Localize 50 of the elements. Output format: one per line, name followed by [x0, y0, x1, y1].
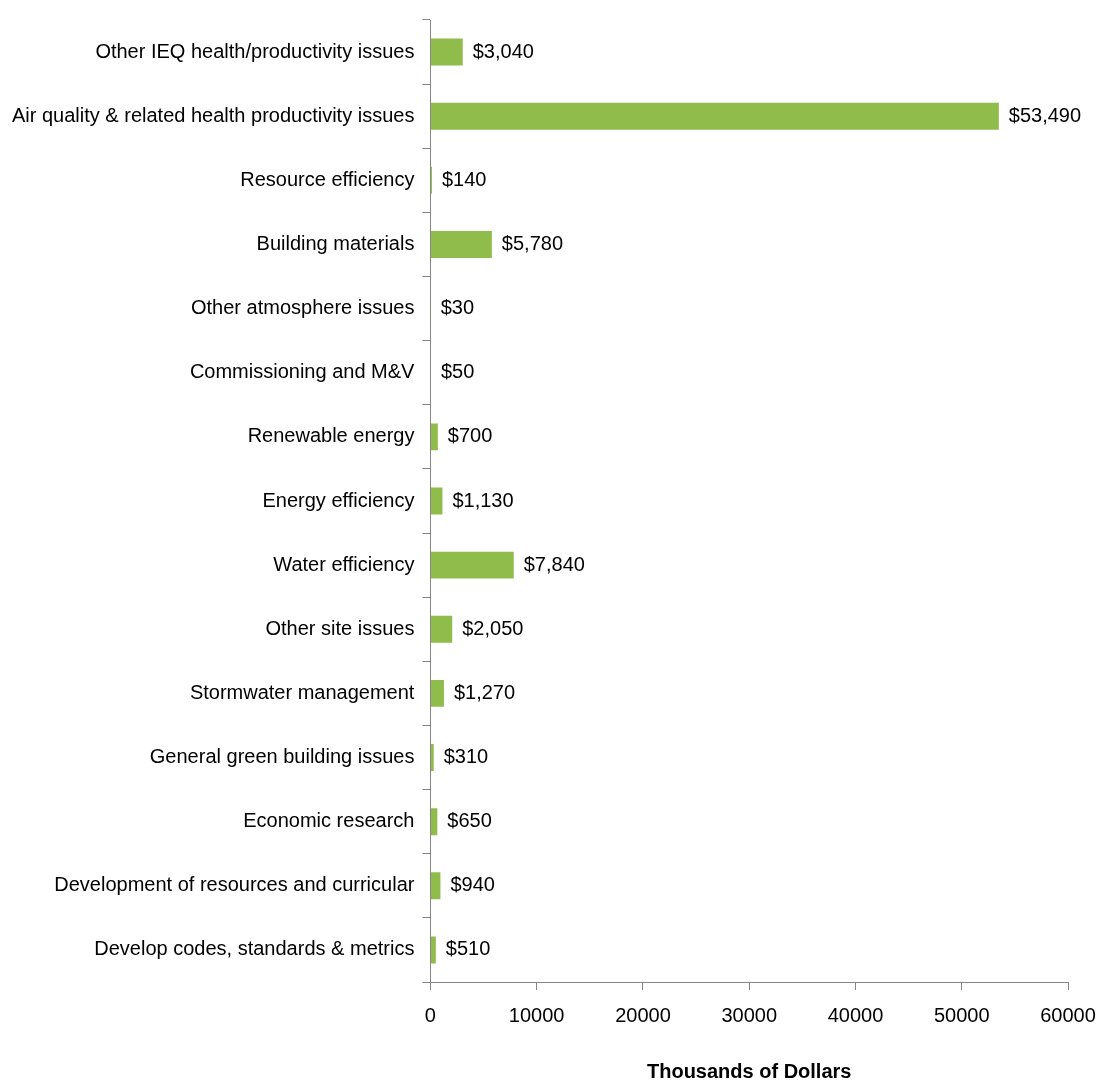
data-label: $7,840	[523, 552, 585, 575]
data-label: $50	[440, 360, 475, 383]
data-label: $650	[447, 809, 492, 832]
data-label: $5,780	[501, 231, 564, 254]
y-tick-label: Other site issues	[265, 616, 415, 639]
data-label: $53,490	[1008, 103, 1082, 126]
data-label: $2,050	[462, 616, 524, 639]
data-label: $3,040	[472, 39, 534, 62]
y-tick-label: Resource efficiency	[240, 167, 415, 190]
y-tick-label: Economic research	[243, 809, 415, 832]
y-tick-label: Develop codes, standards & metrics	[94, 937, 415, 960]
x-tick-label: 20000	[615, 1003, 671, 1026]
bar	[430, 936, 436, 964]
bar	[430, 423, 438, 451]
bar	[430, 808, 438, 836]
x-axis-title: Thousands of Dollars	[646, 1059, 852, 1082]
x-tick-label: 60000	[1040, 1003, 1096, 1026]
y-tick-label: Building materials	[256, 231, 415, 254]
data-label: $1,130	[452, 488, 514, 511]
bar	[430, 102, 999, 130]
data-label: $1,270	[453, 680, 516, 703]
bar	[430, 487, 443, 515]
y-tick-label: Other atmosphere issues	[190, 296, 415, 319]
x-tick-label: 50000	[933, 1003, 990, 1026]
y-tick-label: Air quality & related health productivity issues	[12, 103, 415, 126]
x-tick-label: 30000	[721, 1003, 778, 1026]
y-tick-label: Other IEQ health/productivity issues	[95, 39, 415, 62]
bar	[430, 744, 434, 771]
data-label: $510	[445, 937, 491, 960]
y-tick-label: Renewable energy	[247, 424, 415, 447]
data-label: $310	[443, 745, 489, 768]
data-label: $700	[447, 424, 493, 447]
bar	[430, 551, 514, 579]
x-tick-label: 40000	[827, 1003, 884, 1026]
data-label: $30	[440, 296, 475, 319]
bar	[430, 679, 444, 707]
data-label: $140	[441, 167, 487, 190]
y-tick-label: Stormwater management	[189, 680, 415, 703]
y-tick-label: General green building issues	[149, 745, 415, 768]
y-tick-label: Commissioning and M&V	[189, 360, 416, 383]
bar	[430, 872, 441, 900]
bar	[430, 38, 463, 66]
y-tick-label: Water efficiency	[273, 552, 415, 575]
bar	[430, 615, 453, 643]
bar	[430, 231, 492, 258]
y-tick-label: Development of resources and curricular	[54, 873, 415, 896]
y-tick-label: Energy efficiency	[262, 488, 415, 511]
x-tick-label: 10000	[508, 1003, 565, 1026]
x-tick-label: 0	[424, 1003, 436, 1026]
data-label: $940	[450, 873, 495, 896]
